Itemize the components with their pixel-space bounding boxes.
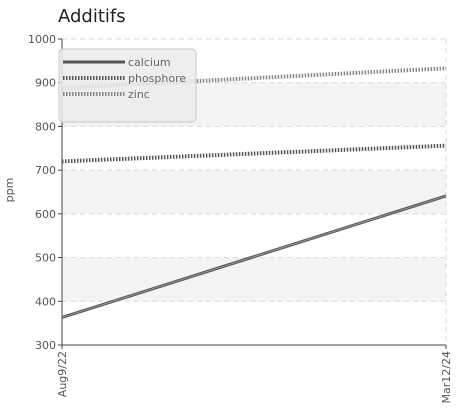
legend-label-calcium: calcium <box>128 56 171 69</box>
chart-band <box>62 257 446 302</box>
y-tick-labels: 300 400 500 600 700 800 900 1000 <box>28 33 56 352</box>
y-tick-label: 1000 <box>28 33 56 46</box>
series-line-phosphore <box>61 143 447 164</box>
legend-label-zinc: zinc <box>128 88 150 101</box>
y-tick-label: 700 <box>35 164 56 177</box>
y-tick-label: 300 <box>35 339 56 352</box>
chart-title: Additifs <box>58 6 126 27</box>
x-tick-labels: Aug9/22 Mar12/24 <box>56 351 453 403</box>
chart-legend: calcium phosphore zinc <box>58 48 197 123</box>
y-axis-label: ppm <box>3 178 16 203</box>
legend-box <box>58 48 197 123</box>
series-line-highlight <box>61 195 447 318</box>
y-tick-label: 500 <box>35 252 56 265</box>
x-tick-label: Aug9/22 <box>56 351 69 397</box>
chart-band <box>62 170 446 214</box>
x-tick-label: Mar12/24 <box>440 351 453 403</box>
y-tick-label: 600 <box>35 208 56 221</box>
legend-label-phosphore: phosphore <box>128 72 186 85</box>
y-tick-label: 400 <box>35 295 56 308</box>
y-tick-label: 900 <box>35 77 56 90</box>
y-tick-label: 800 <box>35 120 56 133</box>
